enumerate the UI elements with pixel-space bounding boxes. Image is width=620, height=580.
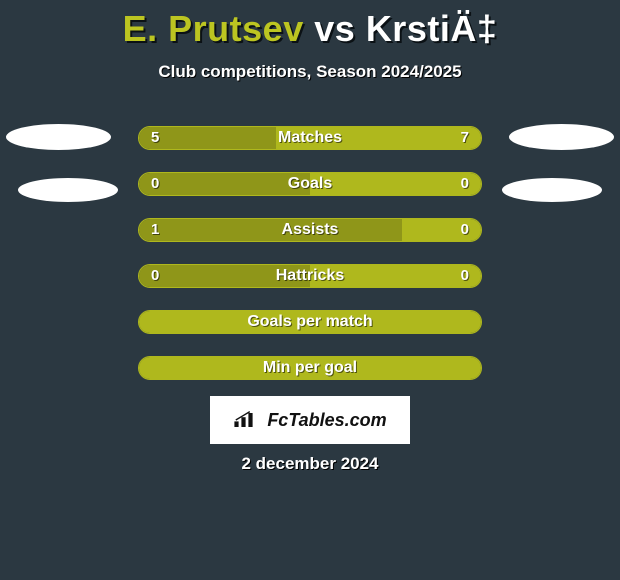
stat-label: Assists xyxy=(139,219,481,242)
stat-row-assists: 10Assists xyxy=(138,218,482,242)
stat-label: Goals xyxy=(139,173,481,196)
page-title: E. Prutsev vs KrstiÄ‡ xyxy=(0,0,620,50)
player2-avatar-bottom xyxy=(502,178,602,202)
player1-name: E. Prutsev xyxy=(123,8,304,49)
player2-avatar-top xyxy=(509,124,614,150)
date-label: 2 december 2024 xyxy=(0,454,620,474)
stat-label: Min per goal xyxy=(139,357,481,380)
logo-text: FcTables.com xyxy=(267,410,386,431)
stat-label: Hattricks xyxy=(139,265,481,288)
stat-label: Goals per match xyxy=(139,311,481,334)
stat-row-hattricks: 00Hattricks xyxy=(138,264,482,288)
player2-name: KrstiÄ‡ xyxy=(366,8,498,49)
subtitle: Club competitions, Season 2024/2025 xyxy=(0,62,620,82)
player1-avatar-bottom xyxy=(18,178,118,202)
bar-chart-icon xyxy=(233,410,261,430)
stat-row-goals: 00Goals xyxy=(138,172,482,196)
stat-row-goals-per-match: Goals per match xyxy=(138,310,482,334)
stat-label: Matches xyxy=(139,127,481,150)
comparison-chart: 57Matches 00Goals 10Assists 00Hattricks Goal… xyxy=(138,126,482,402)
stat-row-min-per-goal: Min per goal xyxy=(138,356,482,380)
title-vs: vs xyxy=(314,8,355,49)
fctables-logo: FcTables.com xyxy=(210,396,410,444)
stat-row-matches: 57Matches xyxy=(138,126,482,150)
player1-avatar-top xyxy=(6,124,111,150)
